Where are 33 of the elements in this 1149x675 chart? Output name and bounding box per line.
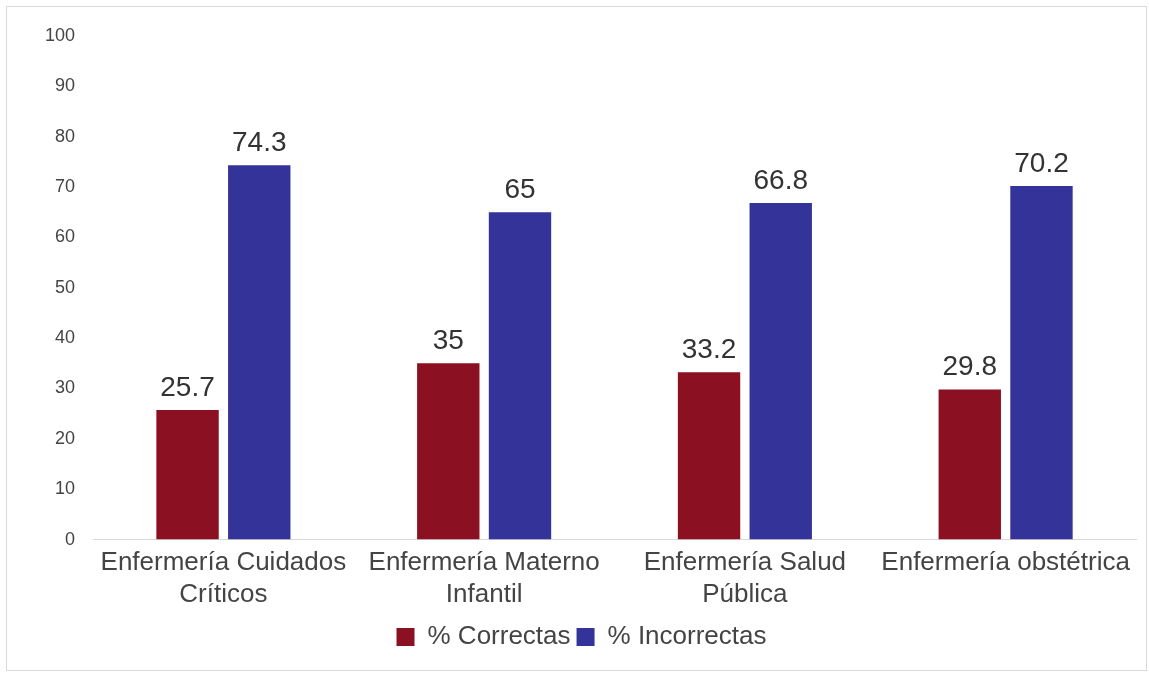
y-tick-label: 50 [55,276,76,297]
y-tick-label: 80 [55,125,76,146]
bar [677,372,741,540]
bar [417,363,480,540]
y-tick-label: 60 [55,226,76,247]
x-tick-label: Enfermería Salud Pública [643,546,847,608]
bar [1010,185,1073,540]
data-label: 66.8 [753,163,808,195]
legend-label: % Correctas [427,620,571,651]
y-tick-label: 70 [55,175,76,196]
y-tick-label: 0 [65,528,76,549]
bar [749,203,812,540]
y-tick-label: 30 [55,377,76,398]
bar [228,165,291,540]
data-label: 35 [432,323,464,355]
x-tick-label: Enfermería Cuidados Críticos [100,546,347,608]
bar [488,212,552,540]
y-tick-label: 20 [55,427,76,448]
x-tick-label: Enfermería obstétrica [881,546,1131,577]
bar [156,410,219,540]
data-label: 74.3 [232,126,287,157]
y-tick-label: 10 [55,478,76,499]
bar [938,389,1001,540]
data-label: 70.2 [1014,146,1069,178]
y-tick-label: 40 [55,327,76,348]
x-tick-label: Enfermería Materno Infantil [368,546,600,608]
data-label: 25.7 [160,370,215,402]
data-label: 29.8 [942,350,998,382]
data-label: 65 [504,172,536,204]
y-tick-label: 90 [55,75,76,96]
legend-label: % Incorrectas [607,620,767,651]
data-label: 33.2 [681,333,737,365]
y-tick-label: 100 [44,24,76,45]
